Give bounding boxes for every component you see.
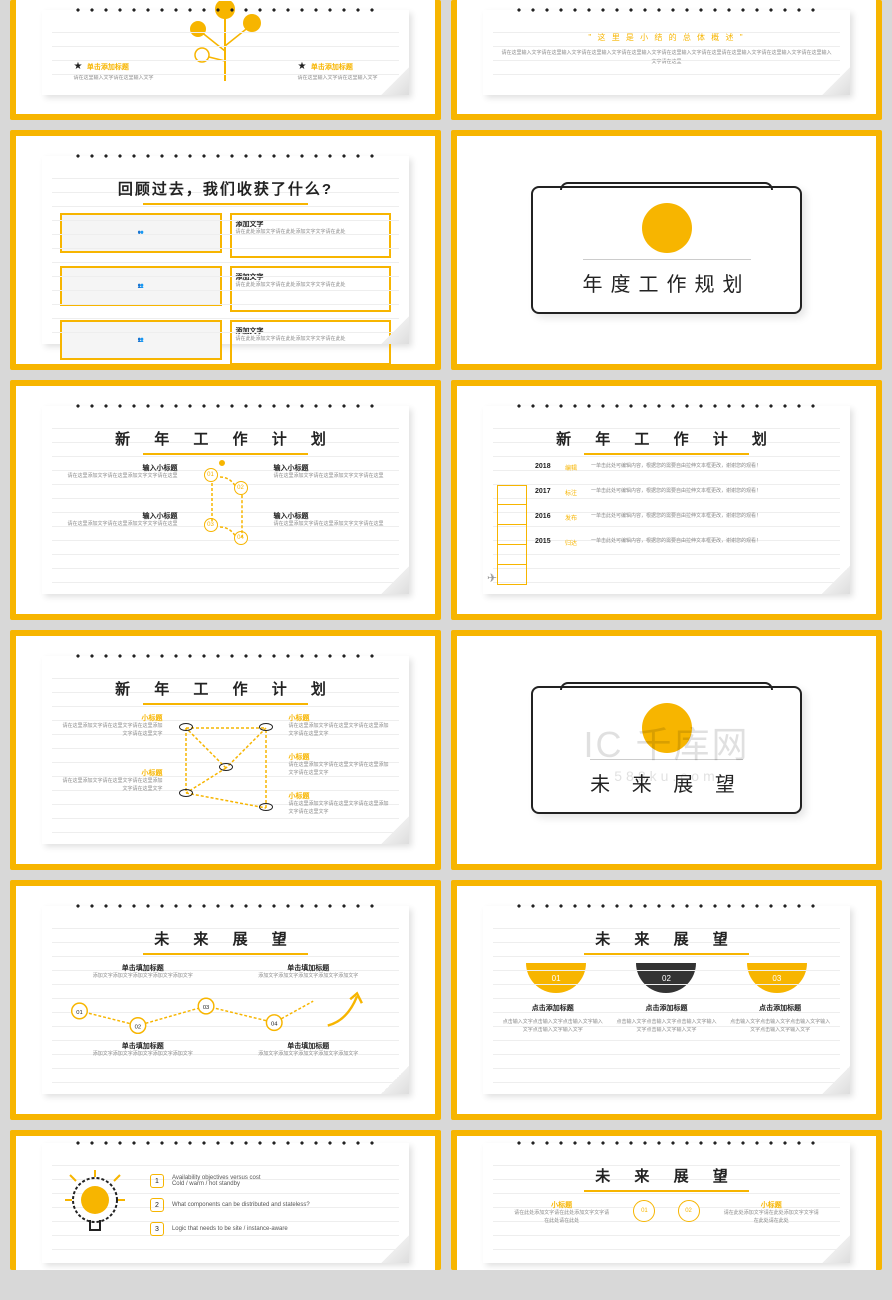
bump-tab: 03 — [747, 963, 807, 993]
ladder-title: 新 年 工 作 计 划 — [501, 428, 832, 449]
section-title: 未 来 展 望 — [590, 759, 743, 797]
svg-text:03: 03 — [203, 1005, 209, 1011]
slide-plan-ufo: 新 年 工 作 计 划 小标题请在这里添加文字请在这里文字请在这里添加文字请在这… — [10, 630, 441, 870]
photo-placeholder: 👥 — [60, 320, 222, 360]
slide-tree: ★ 单击添加标题 请在这里输入文字请在这里输入文字 ★ 单击添加标题 — [10, 0, 441, 120]
bump-tab: 01 — [526, 963, 586, 993]
paper-plane-icon: ✈ — [487, 571, 497, 585]
bullet-item: 2 What components can be distributed and… — [150, 1198, 391, 1212]
ladder-icon — [497, 485, 527, 585]
future-title: 未 来 展 望 — [60, 928, 391, 949]
tree-left-sub: 请在这里输入文字请在这里输入文字 — [73, 74, 153, 81]
section-title: 年度工作规划 — [583, 259, 751, 297]
ufo-sub-title: 小标题 — [60, 713, 163, 723]
summary-body: 请在这里输入文字请在这里输入文字请在这里输入文字请在这里输入文字请在这里输入文字… — [501, 49, 832, 67]
tree-left-label: 单击添加标题 — [87, 64, 129, 71]
bumps-title: 未 来 展 望 — [501, 928, 832, 949]
timeline-row: 2018 编辑 一单击此处可编辑内容，根据您的需要自由拉伸文本框更改，谢谢您的观… — [535, 463, 832, 472]
slide-plan-ladder: 新 年 工 作 计 划 ✈ 2018 编辑 一单击此处可编辑内容，根据您的需要自… — [451, 380, 882, 620]
click-title: 单击填加标题 — [93, 963, 193, 973]
slide-bulb: 1 Availability objectives versus cost Co… — [10, 1130, 441, 1270]
tree-right-label: 单击添加标题 — [311, 64, 353, 71]
tree-icon — [180, 1, 270, 81]
bullet-item: 1 Availability objectives versus cost Co… — [150, 1174, 391, 1188]
summary-quote: " 这 里 是 小 结 的 总 体 概 述 " — [501, 32, 832, 43]
section-number-icon — [642, 203, 692, 253]
bullet-item: 3 Logic that needs to be site / instance… — [150, 1222, 391, 1236]
star-icon: ★ — [73, 61, 82, 72]
photo-placeholder: 👥 — [60, 266, 222, 306]
section-number-icon — [642, 703, 692, 753]
add-text-label: 添加文字 — [236, 219, 386, 229]
tree-right-sub: 请在这里输入文字请在这里输入文字 — [298, 74, 378, 81]
slide-future-bumps: 未 来 展 望 01 02 03 点击添加标题点击输入文字点击输入文字点击输入文… — [451, 880, 882, 1120]
svg-text:04: 04 — [271, 1021, 278, 1027]
last-sub-title: 小标题 — [512, 1200, 611, 1210]
slide-section-3: IC 千库网 588ku.com 未 来 展 望 — [451, 630, 882, 870]
svg-text:01: 01 — [76, 1010, 82, 1016]
star-icon: ★ — [298, 61, 307, 72]
plan-title: 新 年 工 作 计 划 — [60, 428, 391, 449]
slide-future-last: 未 来 展 望 小标题 请在此处添加文字请在此处添加文字文字请在此处请在此处 0… — [451, 1130, 882, 1270]
review-title: 回顾过去，我们收获了什么? — [60, 178, 391, 199]
add-text-desc: 请在此处添加文字请在此处添加文字文字请在此处 — [236, 229, 386, 237]
timeline-row: 2016 发布 一单击此处可编辑内容，根据您的需要自由拉伸文本框更改，谢谢您的观… — [535, 513, 832, 522]
last-title: 未 来 展 望 — [501, 1165, 832, 1186]
slide-review: 回顾过去，我们收获了什么? 👥 添加文字 请在此处添加文字请在此处添加文字文字请… — [10, 130, 441, 370]
ufo-title: 新 年 工 作 计 划 — [60, 678, 391, 699]
slide-future-chart: 未 来 展 望 单击填加标题添加文字添加文字添加文字添加文字添加文字 单击填加标… — [10, 880, 441, 1120]
bump-tab: 02 — [636, 963, 696, 993]
timeline-row: 2015 归达 一单击此处可编辑内容，根据您的需要自由拉伸文本框更改，谢谢您的观… — [535, 538, 832, 547]
slide-plan-circles: 新 年 工 作 计 划 输入小标题 请在这里添加文字请在这里添加文字文字请在这里… — [10, 380, 441, 620]
bump-title: 点击添加标题 — [501, 1003, 605, 1013]
svg-text:02: 02 — [135, 1024, 141, 1030]
photo-placeholder: 👥 — [60, 213, 222, 253]
slide-section-2: 年度工作规划 — [451, 130, 882, 370]
lightbulb-icon — [60, 1165, 130, 1245]
plan-item-title: 输入小标题 — [60, 463, 178, 473]
timeline-row: 2017 标注 一单击此处可编辑内容，根据您的需要自由拉伸文本框更改，谢谢您的观… — [535, 488, 832, 497]
slide-summary: " 这 里 是 小 结 的 总 体 概 述 " 请在这里输入文字请在这里输入文字… — [451, 0, 882, 120]
